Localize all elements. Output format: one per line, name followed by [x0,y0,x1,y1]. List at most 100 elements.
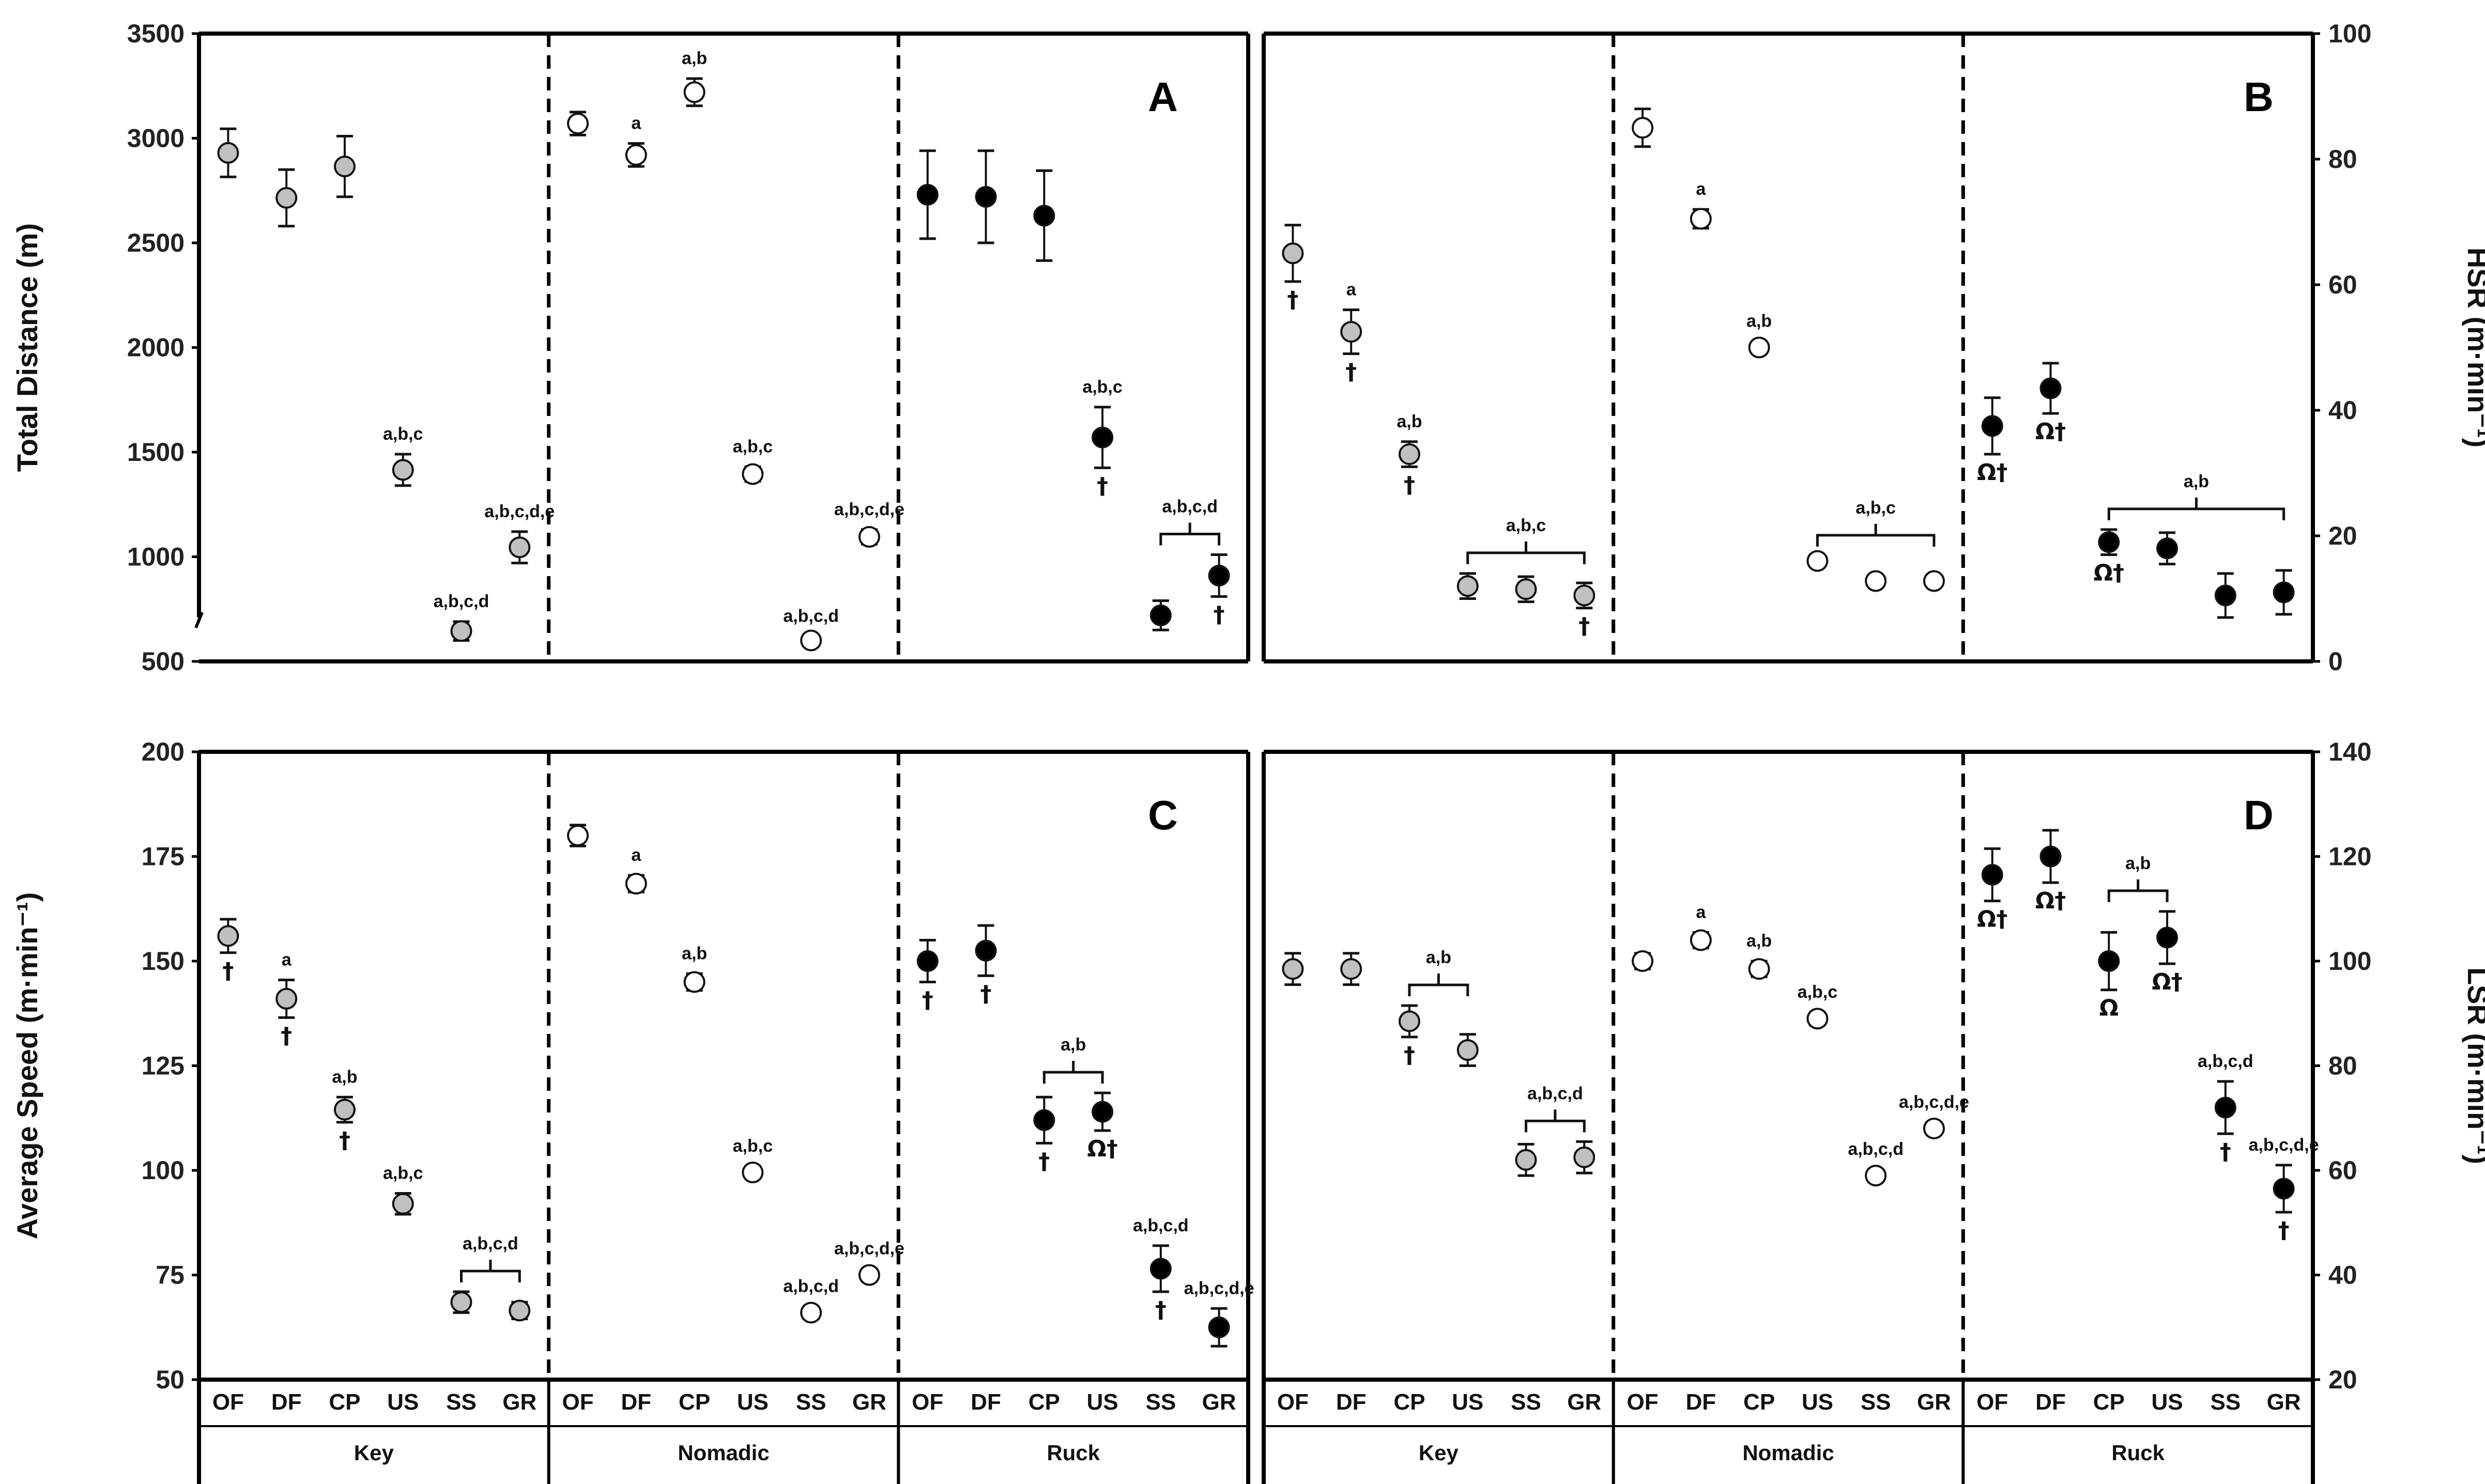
category-label: DF [971,1389,1001,1415]
category-label: OF [1277,1389,1309,1415]
y-tick-label: 60 [2328,270,2357,299]
y-axis-label: LSR (m·min⁻¹) [2462,967,2485,1164]
category-label: US [1452,1389,1483,1415]
significance-mark: † [1404,472,1415,498]
data-point [217,142,239,164]
significance-label: a,b,c [383,424,423,444]
data-point [275,187,298,209]
data-point [800,629,822,652]
bracket-label: a,b,c,d [1527,1084,1583,1103]
data-point [1865,1165,1887,1187]
data-point [1208,1316,1230,1338]
significance-label: a,b [1746,311,1772,331]
significance-bracket [1042,1061,1104,1084]
y-tick-label: 100 [2328,19,2371,48]
significance-label: a,b,c,d,e [834,500,904,519]
bracket-label: a,b,c [1506,516,1546,535]
data-point [1573,1146,1596,1168]
group-label: Nomadic [1742,1441,1834,1465]
data-point [1806,550,1829,572]
significance-label: a,b,c,d [783,606,839,626]
data-point [1282,242,1304,265]
data-point [858,1264,880,1286]
data-point [2039,845,2062,868]
data-point [450,620,472,642]
y-axis-label: Average Speed (m·min⁻¹) [11,892,43,1240]
significance-label: a,b,c,d,e [1899,1092,1969,1112]
bracket-label: a,b [2125,854,2151,873]
significance-mark: Ω† [1977,459,2007,486]
category-label: SS [796,1389,826,1415]
y-tick-label: 40 [2328,1261,2357,1290]
category-label: DF [1686,1389,1716,1415]
category-label: SS [446,1389,477,1415]
data-point [1033,205,1055,227]
significance-label: a,b,c [1798,982,1837,1002]
category-label: CP [2093,1389,2125,1415]
category-label: SS [2210,1389,2241,1415]
y-tick-label: 2500 [127,228,185,257]
significance-mark: † [1287,287,1298,313]
significance-label: a,b,c [733,1136,773,1156]
significance-mark: † [281,1023,292,1049]
data-point [1632,117,1654,139]
significance-mark: † [922,987,933,1014]
data-point [975,186,997,208]
category-label: OF [1627,1389,1659,1415]
data-point [1033,1109,1055,1131]
significance-mark: † [339,1127,350,1154]
significance-bracket [1816,523,1936,547]
bracket-label: a,b [2184,472,2209,491]
y-tick-label: 150 [142,947,185,976]
category-label: OF [912,1389,943,1415]
data-point [450,1291,472,1313]
data-point [1690,208,1712,230]
data-point [1690,929,1712,951]
axis-break-mark [194,611,204,629]
significance-mark: † [1578,613,1590,640]
category-label: CP [1743,1389,1775,1415]
significance-bracket [1466,541,1586,564]
category-label: OF [212,1389,244,1415]
panel-letter: B [2244,74,2274,120]
data-point [2214,1096,2236,1119]
significance-mark: Ω† [1977,906,2007,933]
y-tick-label: 50 [156,1365,185,1394]
significance-bracket [460,1259,521,1282]
data-point [683,971,705,993]
data-point [1632,950,1654,972]
data-point [742,463,764,485]
significance-label: a,b,c,d,e [1184,1278,1254,1298]
data-point [2098,950,2120,972]
significance-mark: Ω† [2094,560,2124,586]
significance-label: a,b [682,49,707,68]
data-point [625,873,647,895]
data-point [1398,1010,1420,1032]
bracket-label: a,b [1426,948,1451,967]
category-label: GR [1202,1389,1236,1415]
data-point [683,81,705,103]
data-point [800,1302,822,1324]
significance-mark: Ω [2099,995,2119,1022]
y-tick-label: 80 [2328,1052,2357,1080]
panel-b: 0 20 40 60 80 100 HSR (m·min⁻¹) B † a † a,b † † a a,b Ω†… [1262,19,2485,676]
data-point [333,1099,356,1121]
data-point [217,925,239,947]
significance-label: a,b,c [1082,377,1122,397]
data-point [1456,1039,1479,1061]
data-point [1748,958,1770,980]
panel-d: 20 40 60 80 100 120 140 LSR (m·min⁻¹) D † a a,b a,b,… [1262,737,2485,1484]
significance-mark: † [1214,601,1225,628]
significance-mark: † [2278,1217,2290,1244]
significance-bracket [1159,522,1221,546]
category-label: GR [1567,1389,1601,1415]
y-tick-label: 3000 [127,124,185,153]
significance-mark: Ω† [2152,969,2182,995]
y-tick-label: 120 [2328,842,2371,871]
significance-label: a,b [1397,412,1422,431]
y-tick-label: 20 [2328,1365,2357,1394]
category-label: SS [1861,1389,1891,1415]
significance-label: a,b,c,d [1848,1139,1904,1159]
y-tick-label: 125 [142,1052,185,1080]
